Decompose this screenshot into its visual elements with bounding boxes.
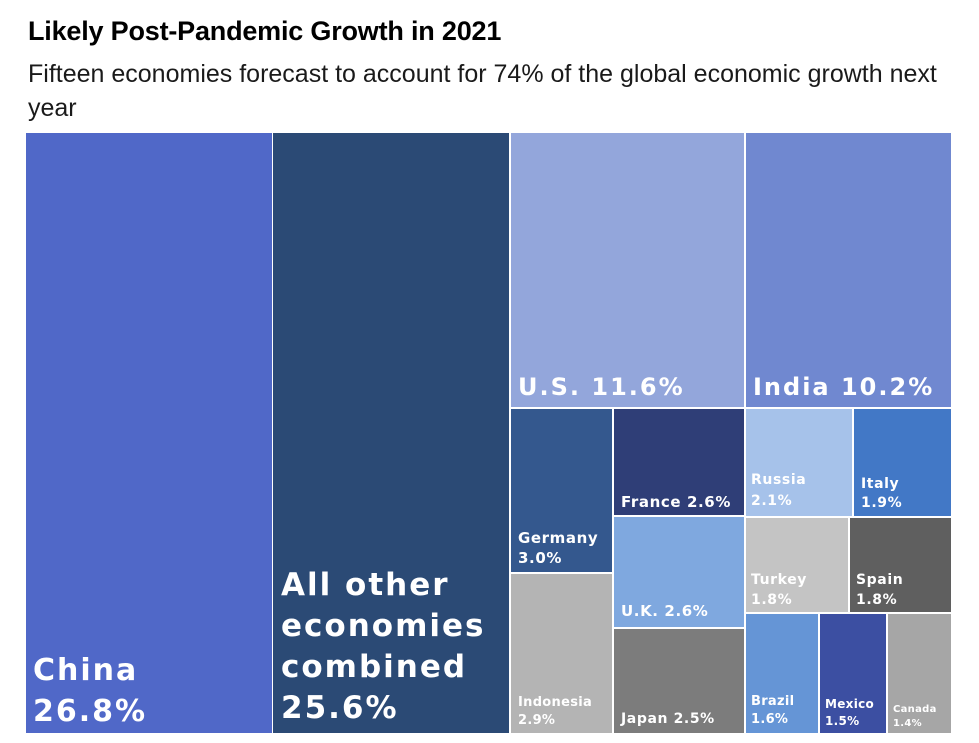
tile-brazil [746,614,818,733]
tile-indonesia [511,574,612,733]
tile-india [746,133,951,407]
tile-label-india: India 10.2% [753,373,934,401]
tile-italy [854,409,951,516]
tile-u-k [614,517,744,627]
tile-label-russia: Russia 2.1% [751,472,806,509]
tile-all-other-economies-combined [273,133,509,733]
tile-label-france: France 2.6% [621,493,731,511]
tile-turkey [746,518,848,612]
tile-label-china: China 26.8% [33,653,147,729]
tile-france [614,409,744,515]
tile-label-all-other-economies-combined: All other economies combined 25.6% [281,567,485,726]
tile-label-brazil: Brazil 1.6% [751,694,794,727]
tile-japan [614,629,744,733]
tile-u-s [511,133,744,407]
tile-china [26,133,272,733]
tile-russia [746,409,852,516]
tile-mexico [820,614,886,733]
tile-germany [511,409,612,572]
tile-label-italy: Italy 1.9% [861,476,902,511]
tile-label-indonesia: Indonesia 2.9% [518,695,592,728]
tile-spain [850,518,951,612]
tile-label-germany: Germany 3.0% [518,529,598,567]
tile-label-canada: Canada 1.4% [893,704,937,729]
tile-label-u-s: U.S. 11.6% [518,373,685,401]
tile-label-spain: Spain 1.8% [856,572,903,608]
tile-label-u-k: U.K. 2.6% [621,602,708,620]
chart-title: Likely Post-Pandemic Growth in 2021 [28,16,502,46]
tile-label-mexico: Mexico 1.5% [825,697,874,728]
chart-subtitle: Fifteen economies forecast to account fo… [28,60,937,122]
tile-canada [888,614,951,733]
tile-label-turkey: Turkey 1.8% [751,572,807,608]
tile-label-japan: Japan 2.5% [620,711,715,727]
